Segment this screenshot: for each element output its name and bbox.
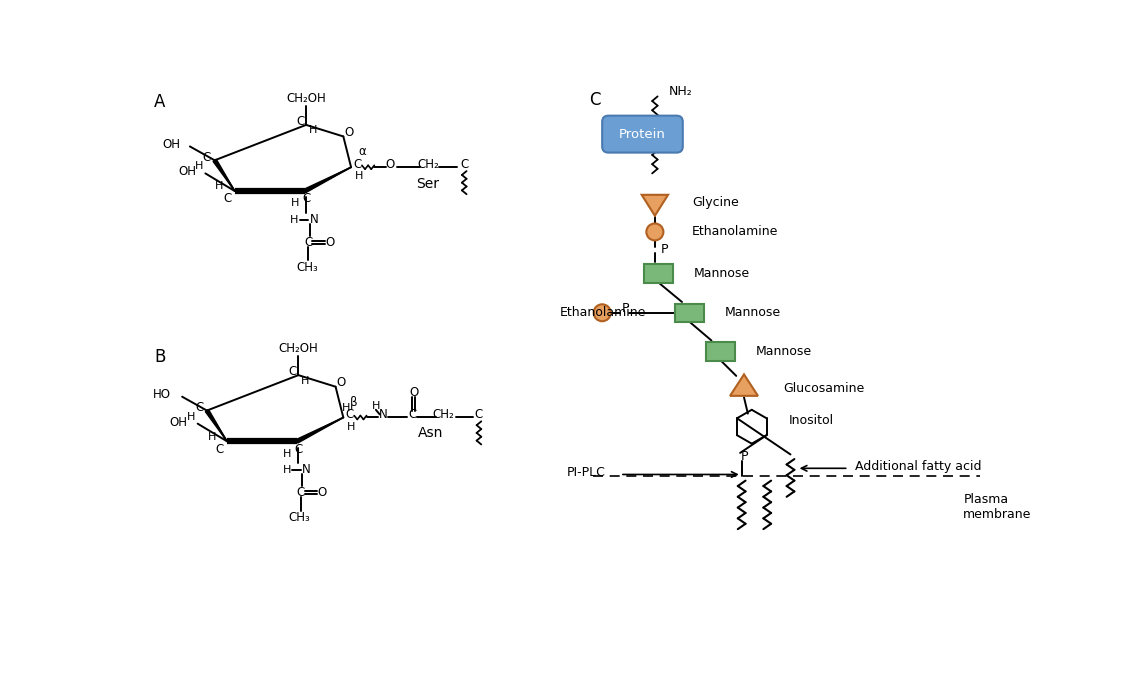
Text: H: H	[354, 171, 362, 182]
Text: Glycine: Glycine	[692, 196, 739, 209]
Text: OH: OH	[178, 165, 196, 178]
Text: H: H	[282, 465, 291, 475]
Text: H: H	[290, 215, 298, 225]
Polygon shape	[205, 410, 227, 441]
Text: CH₂: CH₂	[432, 408, 454, 421]
Text: C: C	[295, 443, 303, 456]
Text: C: C	[302, 192, 310, 205]
Circle shape	[647, 223, 663, 240]
Text: Asn: Asn	[418, 426, 443, 440]
Text: Mannose: Mannose	[725, 306, 781, 319]
Text: CH₂OH: CH₂OH	[287, 92, 326, 105]
Text: C: C	[475, 408, 483, 421]
Text: H: H	[208, 432, 216, 441]
Polygon shape	[213, 159, 235, 191]
Text: C: C	[460, 159, 468, 171]
Text: C: C	[297, 487, 305, 499]
Text: C: C	[289, 364, 297, 378]
Text: Ser: Ser	[416, 177, 439, 191]
Text: CH₂OH: CH₂OH	[279, 342, 318, 356]
Text: H: H	[309, 126, 318, 135]
Text: P: P	[740, 450, 748, 463]
Text: Mannose: Mannose	[756, 345, 812, 358]
Text: H: H	[342, 403, 351, 413]
Text: O: O	[344, 126, 353, 139]
Text: H: H	[283, 449, 291, 459]
Text: H: H	[372, 401, 380, 411]
Text: B: B	[154, 348, 165, 367]
Bar	[643, 264, 673, 283]
Text: H: H	[195, 161, 203, 171]
Text: N: N	[310, 213, 318, 226]
Text: A: A	[154, 92, 165, 111]
Text: CH₃: CH₃	[288, 511, 310, 524]
Polygon shape	[304, 167, 351, 193]
Text: PI-PLC: PI-PLC	[567, 466, 606, 479]
Text: Additional fatty acid: Additional fatty acid	[855, 460, 982, 473]
Text: NH₂: NH₂	[669, 84, 693, 97]
Text: C: C	[203, 151, 211, 164]
Text: C: C	[345, 408, 353, 421]
Text: C: C	[297, 115, 305, 128]
Text: C: C	[408, 408, 416, 421]
Text: Ethanolamine: Ethanolamine	[692, 225, 779, 238]
Text: Ethanolamine: Ethanolamine	[560, 306, 646, 319]
Text: H: H	[291, 198, 299, 209]
Text: C: C	[590, 91, 601, 109]
Polygon shape	[729, 375, 758, 396]
Text: α: α	[358, 145, 366, 159]
Text: O: O	[409, 385, 419, 398]
Text: C: C	[195, 401, 203, 414]
Text: C: C	[216, 443, 224, 456]
FancyBboxPatch shape	[602, 115, 682, 153]
Text: CH₂: CH₂	[416, 159, 438, 171]
Text: H: H	[346, 422, 356, 432]
Text: CH₃: CH₃	[296, 261, 318, 274]
Text: C: C	[304, 236, 313, 249]
Text: C: C	[223, 192, 232, 205]
Text: H: H	[216, 182, 224, 192]
Text: P: P	[622, 302, 630, 315]
Circle shape	[594, 304, 610, 321]
Text: OH: OH	[170, 416, 188, 429]
Text: O: O	[385, 159, 395, 171]
Text: Plasma
membrane: Plasma membrane	[963, 493, 1031, 521]
Text: O: O	[326, 236, 335, 249]
Text: β: β	[350, 396, 358, 408]
Text: H: H	[302, 375, 310, 385]
Polygon shape	[641, 195, 668, 216]
Polygon shape	[296, 418, 343, 443]
Text: Protein: Protein	[619, 128, 666, 140]
Text: HO: HO	[154, 388, 171, 401]
Text: C: C	[353, 158, 361, 171]
Text: Mannose: Mannose	[694, 267, 750, 280]
Bar	[707, 342, 735, 360]
Text: OH: OH	[163, 138, 180, 151]
Text: N: N	[379, 408, 388, 421]
Text: P: P	[661, 243, 668, 256]
Text: O: O	[336, 377, 345, 389]
Bar	[676, 304, 704, 322]
Text: Inositol: Inositol	[789, 414, 834, 427]
Text: H: H	[187, 412, 196, 422]
Text: O: O	[318, 487, 327, 499]
Text: N: N	[302, 463, 311, 477]
Text: Glucosamine: Glucosamine	[782, 382, 864, 395]
